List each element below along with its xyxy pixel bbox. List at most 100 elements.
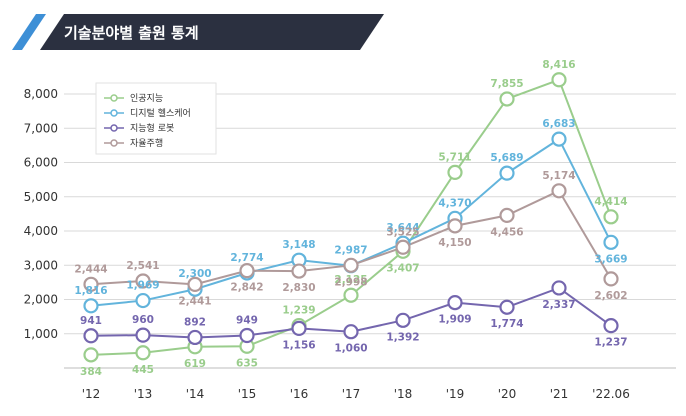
data-point: [551, 72, 567, 88]
data-point: [499, 165, 515, 181]
data-label: 2,444: [74, 263, 107, 275]
legend-swatch-marker: [110, 109, 118, 117]
data-label: 2,842: [230, 282, 263, 294]
data-point: [447, 218, 463, 234]
data-point: [551, 131, 567, 147]
data-point: [83, 328, 99, 344]
data-label: 2,830: [282, 282, 315, 294]
data-label: 1,237: [594, 337, 627, 349]
x-tick-label: '15: [238, 387, 257, 401]
x-tick-label: '13: [134, 387, 153, 401]
x-tick-label: '18: [394, 387, 413, 401]
data-point: [135, 327, 151, 343]
legend-label: 디지털 헬스케어: [130, 107, 191, 119]
title-banner-background: [40, 14, 384, 50]
data-label: 892: [184, 316, 206, 328]
x-tick-label: '19: [446, 387, 465, 401]
data-point: [603, 318, 619, 334]
y-tick-label: 6,000: [24, 156, 58, 170]
data-label: 2,602: [594, 290, 627, 302]
data-label: 1,774: [490, 318, 523, 330]
x-tick-label: '12: [82, 387, 101, 401]
x-tick-label: '17: [342, 387, 361, 401]
title-banner-accent: [12, 14, 46, 50]
legend-label: 자율주행: [130, 137, 163, 149]
legend-swatch-marker: [110, 124, 118, 132]
data-point: [603, 234, 619, 250]
title-banner: 기술분야별 출원 통계: [12, 14, 384, 50]
x-tick-label: '14: [186, 387, 205, 401]
y-tick-label: 1,000: [24, 327, 58, 341]
data-point: [551, 280, 567, 296]
legend-label: 인공지능: [130, 93, 163, 104]
data-label: 949: [236, 314, 258, 326]
data-point: [135, 345, 151, 361]
data-point: [83, 347, 99, 363]
data-label: 2,337: [542, 299, 575, 311]
data-label: 3,407: [386, 262, 419, 274]
data-label: 1,969: [126, 280, 159, 292]
data-label: 5,711: [438, 151, 471, 163]
data-point: [343, 324, 359, 340]
data-label: 4,414: [594, 196, 627, 208]
x-tick-label: '16: [290, 387, 309, 401]
data-label: 3,148: [282, 239, 315, 251]
series-lines: [83, 72, 619, 363]
data-label: 1,156: [282, 339, 315, 351]
data-label: 445: [132, 364, 154, 376]
y-tick-label: 2,000: [24, 293, 58, 307]
data-label: 4,370: [438, 197, 471, 209]
y-tick-label: 3,000: [24, 258, 58, 272]
data-point: [499, 207, 515, 223]
data-label: 2,987: [334, 245, 367, 257]
data-point: [447, 164, 463, 180]
data-label: 1,392: [386, 331, 419, 343]
x-axis: '12 '13 '14 '15 '16 '17 '18 '19 '20 '21 '22.06: [82, 387, 630, 401]
legend-label: 지능형 로봇: [130, 123, 174, 134]
data-label: 1,239: [282, 305, 315, 317]
data-point: [291, 263, 307, 279]
data-point: [83, 298, 99, 314]
data-point: [187, 329, 203, 346]
data-point: [83, 276, 99, 292]
y-axis: 1,000 2,000 3,000 4,000 5,000 6,000 7,000 8,000: [24, 87, 58, 341]
data-label: 1,060: [334, 343, 367, 355]
data-label: 4,150: [438, 237, 471, 249]
y-tick-label: 7,000: [24, 121, 58, 135]
data-label: 7,855: [490, 78, 523, 90]
data-label: 8,416: [542, 59, 575, 71]
y-tick-label: 5,000: [24, 190, 58, 204]
data-label: 635: [236, 357, 258, 369]
data-label: 941: [80, 315, 102, 327]
data-point: [395, 239, 411, 255]
data-point: [395, 312, 411, 328]
data-label: 2,998: [334, 276, 367, 288]
data-label: 1,909: [438, 314, 471, 326]
data-point: [343, 257, 359, 273]
legend-swatch-marker: [110, 139, 118, 147]
data-label: 5,689: [490, 152, 523, 164]
data-label: 5,174: [542, 170, 575, 182]
data-label: 2,774: [230, 252, 263, 264]
data-label: 2,441: [178, 295, 211, 307]
data-point: [343, 287, 359, 303]
data-point: [239, 263, 255, 279]
data-point: [603, 271, 619, 287]
data-label: 1,816: [74, 285, 107, 297]
y-tick-label: 4,000: [24, 224, 58, 238]
data-point: [499, 299, 515, 315]
data-point: [551, 183, 567, 199]
data-point: [135, 292, 151, 309]
data-label: 2,125: [334, 274, 367, 286]
data-label: 3,669: [594, 253, 627, 265]
x-tick-label: '20: [498, 387, 517, 401]
data-point: [239, 327, 255, 344]
data-point: [603, 209, 619, 225]
data-labels: 384 445 619 635 1,239 2,125 3,407 5,711 7,855 8,4…: [74, 59, 627, 378]
data-label: 619: [184, 358, 206, 370]
data-label: 960: [132, 314, 154, 326]
data-point: [291, 320, 307, 337]
x-tick-label: '21: [550, 387, 569, 401]
